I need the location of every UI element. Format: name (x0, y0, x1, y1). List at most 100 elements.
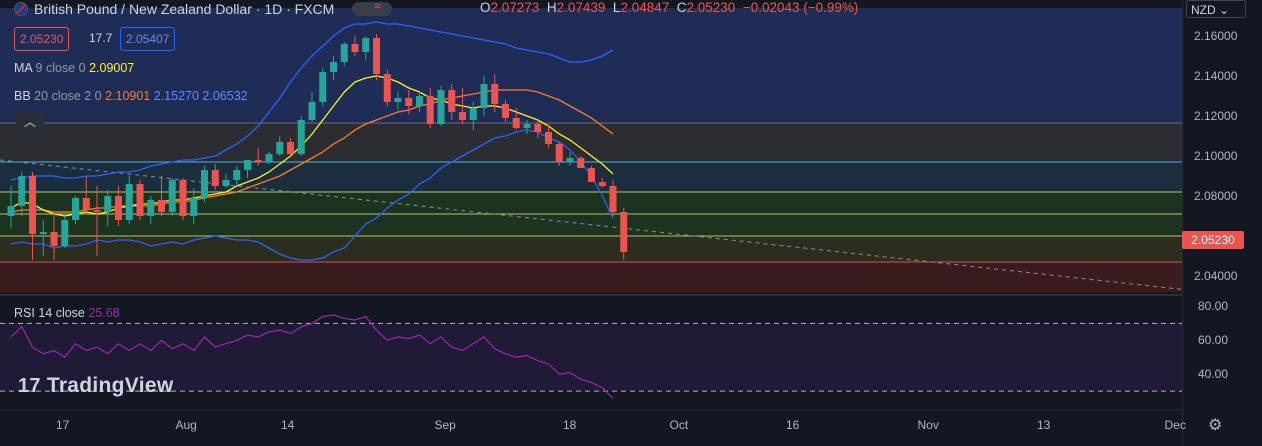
candle-body (340, 44, 348, 62)
chevron-down-icon: ⌄ (1219, 3, 1230, 17)
candle-36 (394, 92, 402, 110)
buy-button[interactable]: 2.05407 (120, 27, 176, 51)
candle-body (222, 180, 230, 186)
candle-body (190, 198, 198, 216)
candle-body (125, 184, 133, 220)
rsi-line (10, 314, 614, 399)
time-tick-label: Dec (1164, 418, 1186, 432)
candle-body (405, 98, 413, 106)
time-tick-label: Nov (917, 418, 939, 432)
symbol-header[interactable]: British Pound / New Zealand Dollar · 1D … (0, 0, 393, 18)
rsi-band (0, 323, 1182, 392)
rsi-tick-label: 80.00 (1198, 299, 1229, 314)
candle-body (394, 98, 402, 102)
candle-body (147, 200, 155, 216)
price-tick-label: 2.14000 (1194, 69, 1238, 83)
candle-12 (136, 180, 144, 220)
candle-39 (426, 88, 434, 128)
candle-body (566, 158, 574, 162)
rsi-name: RSI (14, 306, 35, 320)
close-value: 2.05230 (686, 0, 736, 15)
high-value: 2.07439 (556, 0, 606, 15)
candle-37 (405, 90, 413, 114)
candle-body (534, 124, 542, 132)
candle-34 (373, 34, 380, 80)
candle-body (545, 132, 552, 144)
time-tick-label: 18 (563, 418, 577, 432)
rsi-tick-label: 40.00 (1198, 367, 1229, 382)
last-price-tag: 2.05230 (1182, 231, 1244, 249)
candle-4 (50, 212, 58, 260)
candle-10 (115, 186, 122, 226)
rsi-value: 25.68 (88, 306, 120, 320)
candle-body (512, 118, 520, 128)
candle-body (211, 170, 219, 186)
sell-button[interactable]: 2.05230 (14, 27, 70, 51)
price-zones (0, 8, 1182, 292)
settings-gear-icon[interactable]: ⚙ (1208, 417, 1223, 434)
time-tick-label: Aug (175, 418, 197, 432)
bb-name: BB (14, 89, 31, 103)
legend-ma[interactable]: MA 9 close 0 2.09007 (14, 61, 134, 75)
candle-2 (29, 172, 36, 260)
candle-50 (545, 124, 552, 148)
candle-body (502, 104, 509, 118)
time-tick-label: 13 (1037, 418, 1051, 432)
candle-42 (459, 88, 466, 124)
collapse-legend-button[interactable]: ︿ (16, 112, 44, 132)
moving-average (10, 75, 614, 217)
candle-48 (523, 120, 531, 134)
candle-44 (480, 76, 488, 116)
visibility-toggle-icon[interactable] (352, 0, 393, 16)
tradingview-logo[interactable]: 17 TradingView (18, 374, 173, 398)
candle-body (577, 158, 585, 168)
rsi-pane-background (0, 322, 1182, 392)
candle-body (555, 144, 563, 162)
candle-body (179, 180, 187, 216)
bb-lower-line (10, 129, 614, 261)
candle-14 (158, 176, 165, 216)
candle-16 (179, 178, 187, 220)
candle-body (491, 84, 499, 104)
candle-41 (448, 84, 456, 120)
currency-button[interactable]: NZD ⌄ (1186, 0, 1246, 18)
legend-rsi[interactable]: RSI 14 close 25.68 (14, 306, 120, 320)
ma-value: 2.09007 (89, 61, 135, 75)
legend-bb[interactable]: BB 20 close 2 0 2.10901 2.15270 2.06532 (14, 89, 248, 103)
candle-56 (609, 180, 617, 216)
candle-6 (72, 196, 79, 224)
candle-30 (330, 56, 337, 80)
candle-body (523, 124, 531, 128)
candle-49 (534, 120, 542, 138)
time-tick-label: 17 (56, 418, 70, 432)
candle-15 (168, 178, 176, 216)
bollinger-bands (10, 21, 614, 261)
candle-19 (211, 164, 219, 190)
candle-body (437, 90, 445, 124)
candle-35 (383, 70, 391, 106)
price-tick-label: 2.04000 (1194, 269, 1238, 283)
candle-57 (620, 208, 628, 260)
symbol-title[interactable]: British Pound / New Zealand Dollar · 1D … (34, 1, 335, 17)
candle-18 (201, 166, 208, 202)
candle-body (308, 102, 316, 120)
candle-55 (598, 178, 606, 188)
candle-20 (222, 174, 230, 188)
high-label: H (546, 0, 557, 15)
ma-name: MA (14, 61, 33, 75)
candle-body (18, 176, 26, 206)
candle-body (7, 206, 15, 216)
candle-body (609, 186, 617, 212)
candle-body (244, 160, 251, 170)
ma-line (10, 75, 614, 217)
candle-body (426, 96, 434, 124)
candle-0 (7, 186, 15, 228)
price-axis[interactable] (1182, 0, 1262, 446)
candle-47 (512, 108, 520, 130)
rsi-polyline (10, 314, 614, 399)
candle-1 (18, 172, 26, 216)
candle-body (93, 210, 101, 212)
candle-body (136, 184, 144, 216)
candle-51 (555, 142, 563, 166)
